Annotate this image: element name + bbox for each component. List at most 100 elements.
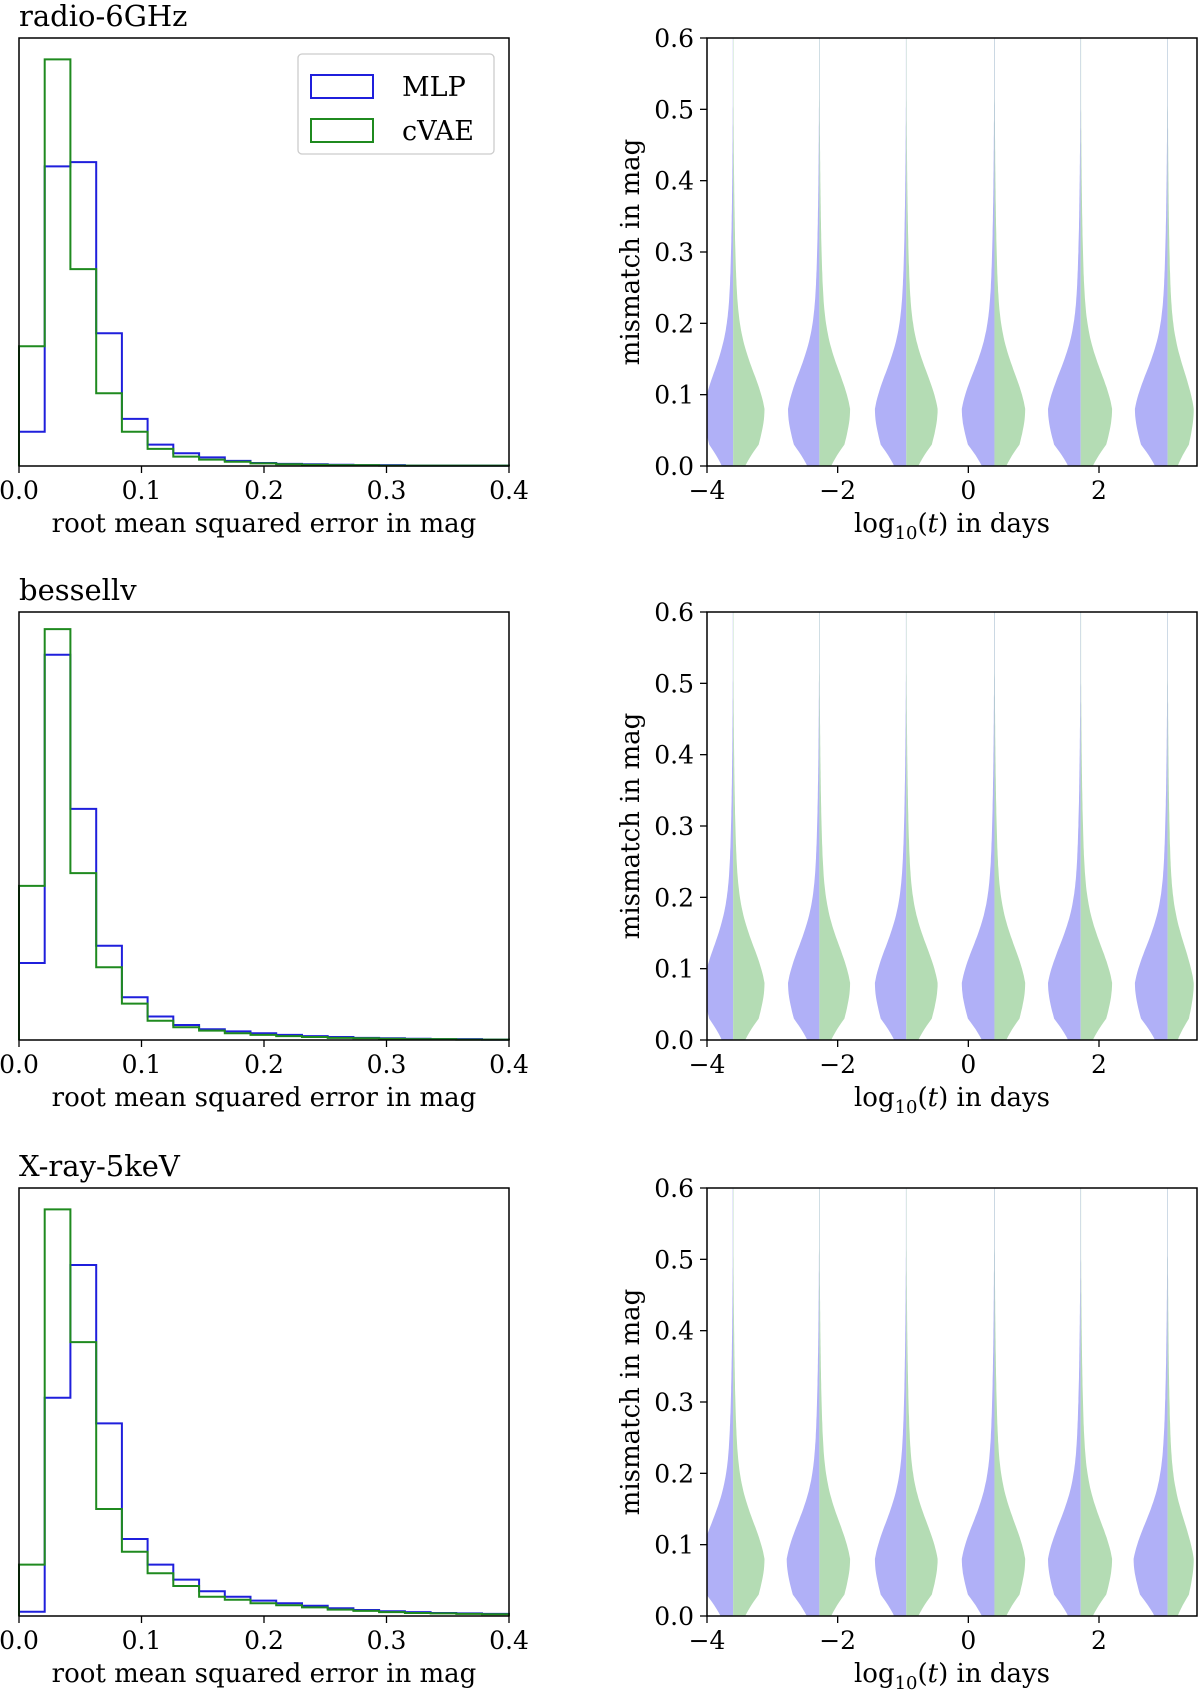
- histogram-panel: bessellv 0.0 0.1 0.2 0.3 0.4 root mean squared…: [0, 573, 529, 1113]
- violin-half-cvae: [994, 1188, 1026, 1616]
- y-tick-label: 0.5: [654, 669, 694, 698]
- y-tick-label: 0.3: [654, 238, 694, 267]
- x-label-open: (: [918, 1083, 928, 1113]
- violin-half-cvae: [1080, 1188, 1113, 1616]
- y-tick-label: 0.6: [654, 598, 694, 627]
- legend: MLP cVAE: [297, 53, 495, 155]
- x-tick-label: 0.3: [367, 476, 407, 505]
- x-tick-label: 0.4: [489, 1626, 529, 1655]
- axes-frame: [706, 1187, 1198, 1617]
- x-tick-label: −4: [689, 1626, 726, 1655]
- violin-half-mlp: [1048, 1188, 1081, 1616]
- x-tick-label: 0.4: [489, 476, 529, 505]
- violin-half-mlp: [961, 38, 995, 466]
- violin-panel: −4 −2 0 2 0.0 0.1 0.2 0.3 0.4 0.5 0.6 mismatch in m…: [616, 24, 1198, 544]
- y-tick-label: 0.1: [654, 1531, 694, 1560]
- panel-title: radio-6GHz: [19, 0, 187, 33]
- x-tick-label: 0.0: [0, 1050, 39, 1079]
- violin-half-cvae: [1167, 612, 1194, 1040]
- violin-panel: −4 −2 0 2 0.0 0.1 0.2 0.3 0.4 0.5 0.6 mismatch in m…: [616, 1174, 1198, 1694]
- violin-half-cvae: [733, 38, 765, 466]
- x-tick-label: −2: [819, 1626, 856, 1655]
- violin-half-cvae: [1080, 612, 1113, 1040]
- violins: [707, 38, 1194, 466]
- violin-half-mlp: [707, 612, 734, 1040]
- legend-swatch-cvae: [310, 118, 374, 143]
- y-tick-label: 0.5: [654, 95, 694, 124]
- violin-half-cvae: [994, 612, 1026, 1040]
- x-tick-label: 0.2: [244, 1626, 284, 1655]
- x-tick-label: 2: [1091, 1050, 1107, 1079]
- panel-title: bessellv: [19, 573, 137, 607]
- x-tick-label: 0.1: [122, 476, 162, 505]
- y-tick-label: 0.3: [654, 1388, 694, 1417]
- x-label-subscript: 10: [895, 523, 918, 544]
- violin-half-mlp: [1134, 38, 1168, 466]
- x-label-open: (: [918, 509, 928, 539]
- violin-half-cvae: [819, 38, 851, 466]
- x-label-open: (: [918, 1659, 928, 1689]
- y-tick-label: 0.5: [654, 1245, 694, 1274]
- axes-frame: [18, 1187, 510, 1617]
- y-tick-label: 0.6: [654, 24, 694, 53]
- legend-label-mlp: MLP: [402, 72, 466, 103]
- violin-half-cvae: [1167, 38, 1194, 466]
- x-label-var: t: [928, 509, 939, 539]
- x-label-var: t: [928, 1659, 939, 1689]
- y-axis-label: mismatch in mag: [616, 139, 646, 366]
- y-axis-label: mismatch in mag: [616, 1289, 646, 1516]
- y-tick-label: 0.6: [654, 1174, 694, 1203]
- x-label-subscript: 10: [895, 1673, 918, 1694]
- violin-half-cvae: [733, 1188, 765, 1616]
- violin-half-cvae: [819, 612, 851, 1040]
- violin-half-mlp: [707, 1188, 734, 1616]
- legend-frame: [297, 53, 495, 155]
- violin-half-mlp: [1134, 612, 1168, 1040]
- y-tick-label: 0.0: [654, 452, 694, 481]
- x-label-var: t: [928, 1083, 939, 1113]
- x-tick-label: −4: [689, 1050, 726, 1079]
- violin-half-cvae: [906, 38, 938, 466]
- histogram-panel: radio-6GHz 0.0 0.1 0.2 0.3 0.4 root mean squar…: [0, 0, 529, 539]
- violin-half-mlp: [874, 1188, 907, 1616]
- violins: [707, 612, 1194, 1040]
- x-tick-label: 0.1: [122, 1626, 162, 1655]
- y-axis-label: mismatch in mag: [616, 713, 646, 940]
- x-tick-label: 0: [960, 1626, 976, 1655]
- x-label-log: log: [854, 509, 895, 539]
- histogram-series-mlp: [18, 653, 510, 1041]
- x-label-suffix: ) in days: [938, 1659, 1050, 1689]
- x-label-subscript: 10: [895, 1097, 918, 1118]
- y-tick-label: 0.4: [654, 167, 694, 196]
- x-tick-label: 0.3: [367, 1626, 407, 1655]
- x-label-log: log: [854, 1659, 895, 1689]
- legend-label-cvae: cVAE: [402, 116, 474, 147]
- x-axis-label: log10(t) in days: [854, 509, 1050, 544]
- violin-half-mlp: [961, 612, 995, 1040]
- x-label-log: log: [854, 1083, 895, 1113]
- x-tick-label: −2: [819, 476, 856, 505]
- y-tick-label: 0.4: [654, 741, 694, 770]
- violin-half-cvae: [1167, 1188, 1194, 1616]
- x-tick-label: 2: [1091, 1626, 1107, 1655]
- violin-half-cvae: [733, 612, 765, 1040]
- violin-half-cvae: [906, 612, 938, 1040]
- x-label-suffix: ) in days: [938, 1083, 1050, 1113]
- x-tick-label: 0.0: [0, 1626, 39, 1655]
- violin-half-mlp: [961, 1188, 995, 1616]
- violin-half-mlp: [1048, 38, 1081, 466]
- x-tick-label: −4: [689, 476, 726, 505]
- x-tick-label: 0.1: [122, 1050, 162, 1079]
- x-axis-label: root mean squared error in mag: [52, 509, 477, 539]
- violin-half-cvae: [906, 1188, 938, 1616]
- axes-frame: [706, 37, 1198, 467]
- histogram-panel: X-ray-5keV 0.0 0.1 0.2 0.3 0.4 root mean squar…: [0, 1149, 529, 1689]
- histogram-series-mlp: [18, 161, 510, 467]
- y-tick-label: 0.3: [654, 812, 694, 841]
- x-label-suffix: ) in days: [938, 509, 1050, 539]
- x-axis-label: log10(t) in days: [854, 1083, 1050, 1118]
- histogram-series-cvae: [18, 1208, 510, 1616]
- y-tick-label: 0.1: [654, 381, 694, 410]
- y-tick-label: 0.2: [654, 1459, 694, 1488]
